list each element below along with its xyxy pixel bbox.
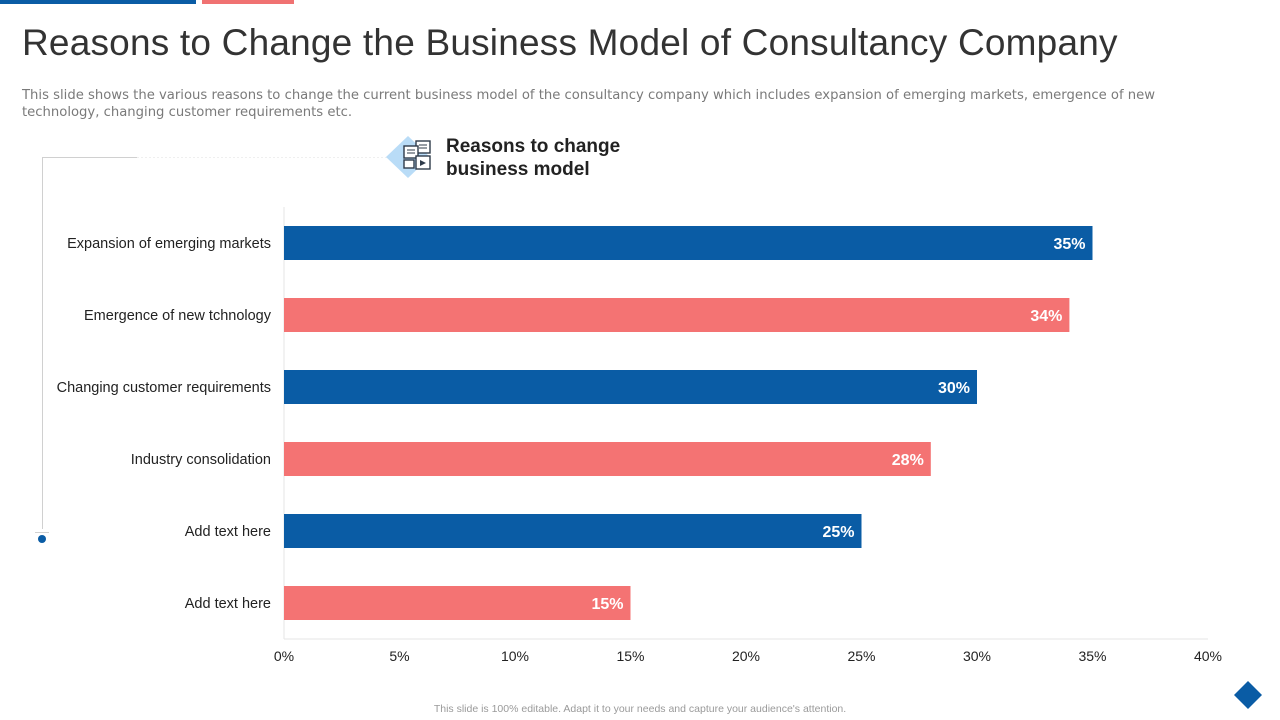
x-tick-label: 25% xyxy=(847,648,875,664)
x-tick-label: 0% xyxy=(274,648,294,664)
decorative-connector-end xyxy=(35,529,49,533)
dashboard-screens-icon xyxy=(386,136,431,178)
x-tick-label: 15% xyxy=(616,648,644,664)
decorative-connector-vertical xyxy=(42,157,43,529)
bar xyxy=(284,298,1070,332)
x-tick-label: 10% xyxy=(501,648,529,664)
category-label: Add text here xyxy=(185,596,271,612)
page-subtitle: This slide shows the various reasons to … xyxy=(22,88,1156,120)
category-label: Expansion of emerging markets xyxy=(67,236,271,252)
category-label: Add text here xyxy=(185,524,271,540)
data-label: 34% xyxy=(1030,308,1062,325)
decorative-connector-dotted xyxy=(137,157,387,158)
bar xyxy=(284,586,631,620)
bar xyxy=(284,514,862,548)
bar xyxy=(284,442,931,476)
x-tick-label: 30% xyxy=(963,648,991,664)
decorative-connector-horizontal xyxy=(42,157,137,158)
chart-heading: Reasons to change business model xyxy=(446,135,706,181)
x-tick-label: 5% xyxy=(389,648,409,664)
accent-bar-blue xyxy=(0,0,196,4)
footer-note: This slide is 100% editable. Adapt it to… xyxy=(433,703,847,715)
data-label: 15% xyxy=(591,596,623,613)
category-label: Emergence of new tchnology xyxy=(84,308,272,324)
decorative-dot xyxy=(38,535,46,543)
x-tick-label: 20% xyxy=(732,648,760,664)
category-label: Changing customer requirements xyxy=(57,380,271,396)
chart-heading-line-1: Reasons to change xyxy=(446,136,621,157)
bar xyxy=(284,370,977,404)
chart-heading-line-2: business model xyxy=(446,159,590,180)
page-title: Reasons to Change the Business Model of … xyxy=(22,22,1118,63)
diamond-icon xyxy=(1234,681,1262,709)
data-label: 30% xyxy=(938,380,970,397)
accent-bar-red xyxy=(202,0,294,4)
x-tick-label: 40% xyxy=(1194,648,1222,664)
x-tick-label: 35% xyxy=(1078,648,1106,664)
category-label: Industry consolidation xyxy=(131,452,271,468)
data-label: 35% xyxy=(1053,236,1085,253)
data-label: 28% xyxy=(892,452,924,469)
bar xyxy=(284,226,1093,260)
data-label: 25% xyxy=(822,524,854,541)
